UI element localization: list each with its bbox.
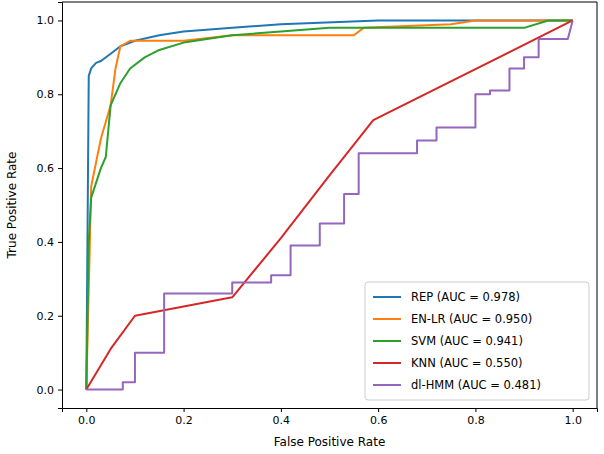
legend-label: dl-HMM (AUC = 0.481) — [411, 378, 541, 392]
tick-label: 0.2 — [175, 414, 193, 427]
legend-swatch — [373, 362, 401, 364]
x-axis-title: False Positive Rate — [274, 435, 386, 449]
legend-swatch — [373, 384, 401, 386]
tick-label: 0.4 — [37, 236, 55, 249]
roc-line — [86, 20, 572, 389]
tick: 0.0 — [37, 384, 63, 397]
tick-mark — [184, 408, 185, 412]
legend-label: KNN (AUC = 0.550) — [411, 356, 523, 370]
tick-mark — [58, 94, 62, 95]
x-axis: 0.0 0.2 0.4 0.6 0.8 1.0 — [63, 408, 598, 427]
legend-box — [365, 282, 589, 400]
tick-mark — [281, 408, 282, 412]
tick-mark — [86, 408, 87, 412]
tick: 0.6 — [370, 408, 388, 427]
tick: 0.2 — [37, 310, 63, 323]
y-axis: 0.0 0.2 0.4 0.6 0.8 1.0 — [37, 3, 63, 409]
tick-mark — [378, 408, 379, 412]
tick-label: 0.8 — [37, 88, 55, 101]
axis-line — [58, 3, 63, 409]
legend-label: EN-LR (AUC = 0.950) — [411, 312, 532, 326]
tick: 0.2 — [175, 408, 193, 427]
tick: 0.8 — [37, 88, 63, 101]
legend-swatch — [373, 296, 401, 298]
chart: 0.0 0.2 0.4 0.6 0.8 1.0 0.0 0.2 0.4 0.6 0.8 1.0 REP … — [0, 0, 604, 454]
roc-line — [86, 20, 572, 389]
lines — [86, 20, 572, 389]
tick: 1.0 — [37, 14, 63, 27]
roc-line — [86, 20, 572, 389]
frame — [597, 2, 598, 408]
legend-label: SVM (AUC = 0.941) — [411, 334, 523, 348]
tick-mark — [58, 242, 62, 243]
plot-area: 0.0 0.2 0.4 0.6 0.8 1.0 0.0 0.2 0.4 0.6 0.8 1.0 REP … — [37, 2, 598, 427]
tick-mark — [58, 20, 62, 21]
tick-label: 0.2 — [37, 310, 55, 323]
tick-mark — [58, 390, 62, 391]
tick-mark — [573, 408, 574, 412]
tick-label: 0.6 — [370, 414, 388, 427]
roc-line — [86, 20, 572, 389]
tick: 0.4 — [37, 236, 63, 249]
legend-label: REP (AUC = 0.978) — [411, 290, 520, 304]
tick-label: 0.8 — [467, 414, 485, 427]
legend: REP (AUC = 0.978) EN-LR (AUC = 0.950) SVM … — [365, 282, 589, 400]
tick: 0.6 — [37, 162, 63, 175]
tick: 1.0 — [564, 408, 582, 427]
tick-label: 0.0 — [78, 414, 96, 427]
tick-mark — [58, 168, 62, 169]
tick-label: 0.4 — [273, 414, 291, 427]
roc-line — [86, 20, 572, 389]
frame — [62, 2, 597, 3]
tick: 0.4 — [273, 408, 291, 427]
tick-label: 1.0 — [564, 414, 582, 427]
axis-line — [63, 409, 598, 413]
tick-label: 0.6 — [37, 162, 55, 175]
tick-mark — [58, 316, 62, 317]
tick-mark — [475, 408, 476, 412]
tick: 0.0 — [78, 408, 96, 427]
tick-label: 0.0 — [37, 384, 55, 397]
legend-swatch — [373, 340, 401, 342]
tick: 0.8 — [467, 408, 485, 427]
tick-label: 1.0 — [37, 14, 55, 27]
legend-swatch — [373, 318, 401, 320]
y-axis-title: True Positive Rate — [5, 152, 19, 260]
